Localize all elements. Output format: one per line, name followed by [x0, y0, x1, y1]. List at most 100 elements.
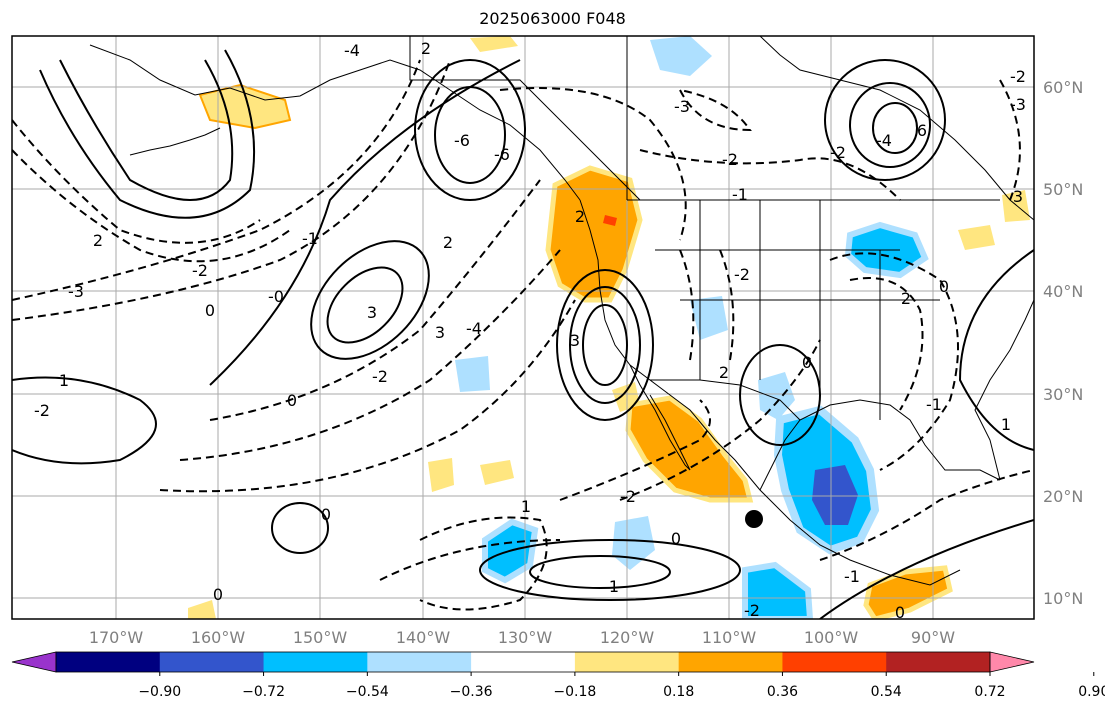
shade-region-lightblue-texas [758, 372, 795, 420]
contour-line [419, 516, 548, 611]
coastlines-and-borders [89, 36, 1034, 586]
contour-line [829, 252, 959, 471]
shade-region-orange-west-coast [545, 165, 643, 303]
shade-region-yellow-top [470, 36, 518, 52]
shade-region-yellow-east [1002, 190, 1030, 222]
contour-label: 1 [59, 371, 69, 390]
contour-label: -0 [268, 287, 284, 306]
contour-label: 2 [719, 363, 729, 382]
contour-label: 2 [93, 231, 103, 250]
contour-label: -2 [620, 487, 636, 506]
graticule [12, 36, 1034, 619]
colorbar-tick-labels: −0.90 −0.72 −0.54 −0.36 −0.18 0.18 0.36 0.54 0.7… [138, 684, 1105, 700]
contour-label: 2 [443, 233, 453, 252]
contour-line [59, 59, 234, 201]
shade-region-yellow-great-lakes [958, 225, 995, 250]
shade-region-blue-south-mexico [742, 561, 814, 619]
contour-label: -4 [344, 41, 360, 60]
contour-label: 2 [901, 289, 911, 308]
colorbar-extend-max [989, 651, 1035, 673]
contour-label: 0 [671, 529, 681, 548]
contour-label: -2 [192, 261, 208, 280]
contour-label: -2 [830, 143, 846, 162]
contour-line [12, 149, 291, 263]
coastline-west-us [579, 199, 961, 586]
shade-region-red-oregon [603, 215, 617, 226]
contour-line [824, 59, 946, 181]
contour-line [12, 376, 157, 465]
colorbar-tick-label: −0.54 [346, 684, 389, 700]
contour-line [12, 59, 421, 301]
lon-tick-label: 110°W [702, 628, 757, 647]
contour-line [958, 249, 1034, 451]
contours-solid [12, 49, 1034, 619]
lon-tick-label: 140°W [396, 628, 451, 647]
lat-tick-label: 40°N [1043, 282, 1083, 301]
coastline-baja [629, 364, 691, 471]
contour-label: 3 [570, 331, 580, 350]
contour-line [849, 277, 924, 411]
contour-label: 3 [1013, 187, 1023, 206]
colorbar-segment [574, 652, 680, 672]
coastline-east-us [974, 299, 1034, 481]
contour-line [569, 286, 641, 404]
colorbar-extend-min [11, 651, 57, 673]
contour-label: 3 [367, 303, 377, 322]
shade-region-darkblue-mexico [812, 465, 858, 525]
contour-line [479, 539, 741, 601]
contour-line [271, 502, 329, 554]
lat-tick-label: 20°N [1043, 487, 1083, 506]
contour-label: -4 [466, 319, 482, 338]
page-title: 2025063000 F048 [479, 9, 626, 28]
lat-tick-label: 50°N [1043, 180, 1083, 199]
contour-label: -2 [34, 401, 50, 420]
contour-label: 0 [802, 353, 812, 372]
colorbar-segment [782, 652, 887, 672]
contour-label: -1 [732, 185, 748, 204]
colorbar-tick-label: −0.72 [242, 684, 285, 700]
contour-label: 0 [205, 301, 215, 320]
colorbar-segment [886, 652, 991, 672]
contour-line [209, 59, 521, 386]
contour-label: -2 [1010, 67, 1026, 86]
contours-dashed [12, 59, 1034, 611]
contour-line [499, 87, 687, 241]
contour-line [872, 102, 918, 154]
contour-label: -1 [844, 567, 860, 586]
colorbar-tick-label: 0.54 [871, 684, 902, 700]
contour-line [159, 299, 576, 493]
shade-region-blue-canada-north [650, 36, 712, 76]
shade-region-yellow-pacific-1 [428, 458, 454, 492]
lon-tick-label: 130°W [498, 628, 553, 647]
contour-line [849, 82, 931, 168]
contour-label: -6 [454, 131, 470, 150]
contour-line [719, 249, 735, 361]
contour-label: -2 [744, 601, 760, 620]
contour-label: 3 [435, 323, 445, 342]
contour-line [999, 79, 1021, 201]
contour-label: -1 [926, 395, 942, 414]
contour-label: 1 [521, 497, 531, 516]
contour-label: -3 [1010, 95, 1026, 114]
lon-tick-label: 90°W [911, 628, 955, 647]
contour-label: -2 [722, 150, 738, 169]
lat-tick-label: 30°N [1043, 385, 1083, 404]
contour-labels: -4 2 -3 -6 6 -2 -1 2 -2 -3 0 -0 3 3 -4 2… [34, 39, 1026, 620]
contour-line [639, 149, 901, 201]
colorbar-tick-label: −0.18 [553, 684, 596, 700]
contour-line [819, 469, 1034, 561]
contour-line [619, 339, 821, 501]
contour-line [679, 89, 752, 132]
contour-line [582, 304, 628, 386]
shade-region-blue-small-1 [455, 356, 490, 392]
contour-line [739, 344, 821, 446]
colorbar-tick-label: −0.36 [450, 684, 493, 700]
contour-line [209, 179, 541, 421]
colorbar-segment [678, 652, 783, 672]
contour-line [12, 59, 451, 321]
contour-line [414, 59, 526, 201]
shade-region-orange-central-america [863, 565, 953, 619]
storm-center-marker [745, 510, 763, 528]
state-border [409, 36, 641, 201]
